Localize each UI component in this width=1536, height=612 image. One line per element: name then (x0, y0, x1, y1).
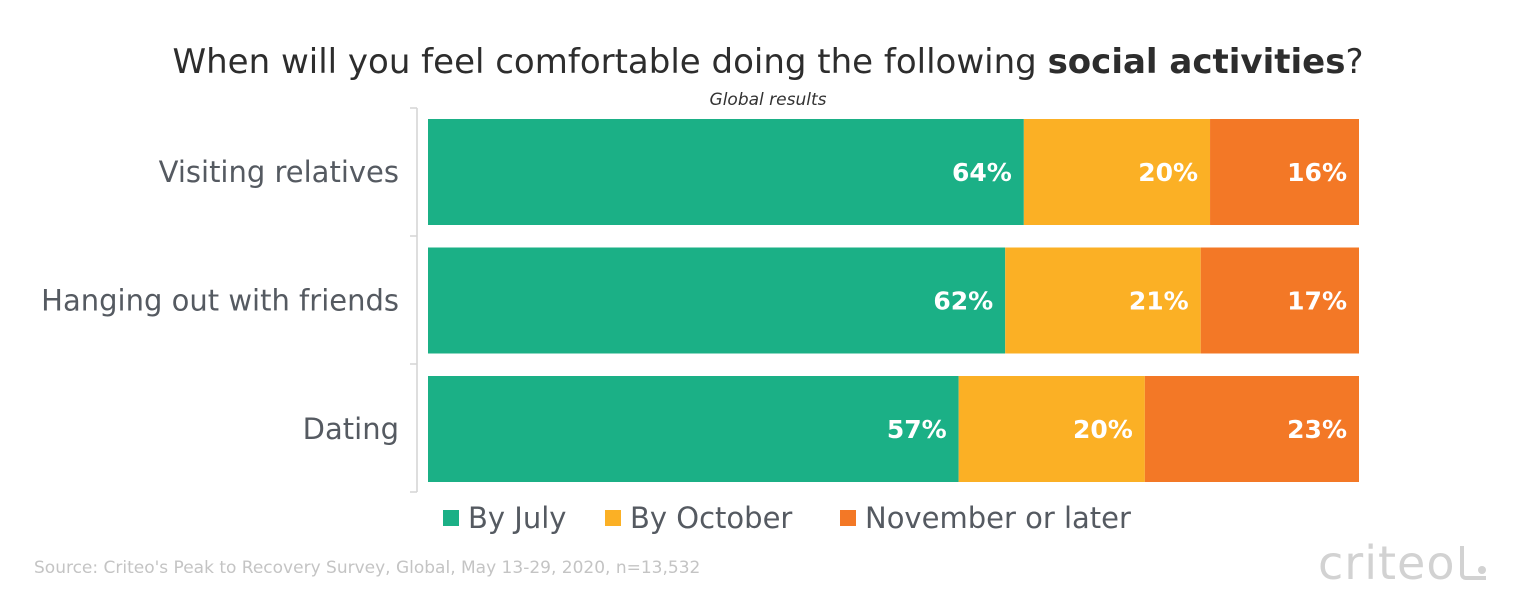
criteo-logo-mark (1460, 546, 1486, 580)
legend-label: By October (630, 501, 792, 535)
bar-segment (428, 376, 959, 482)
legend-swatch (840, 510, 856, 526)
bar-segment (1005, 247, 1201, 354)
legend-swatch (443, 510, 459, 526)
chart-title-bold: social activities (1047, 42, 1346, 82)
bar-segment (1144, 376, 1359, 482)
category-label: Dating (303, 412, 399, 446)
bar-segment (428, 119, 1024, 225)
data-label: 57% (887, 415, 947, 444)
data-label: 62% (933, 287, 993, 316)
data-labels-group: Visiting relatives 64% 20% 16% Hanging out w… (41, 155, 1347, 446)
legend-swatch (605, 510, 621, 526)
data-label: 23% (1287, 415, 1347, 444)
data-label: 16% (1287, 158, 1347, 187)
chart-title-suffix: ? (1345, 42, 1364, 82)
data-label: 20% (1138, 158, 1198, 187)
criteo-logo: criteo (1318, 536, 1456, 590)
bar-segment (958, 376, 1145, 482)
chart-title: When will you feel comfortable doing the… (0, 42, 1536, 82)
criteo-logo-dot (1478, 566, 1486, 574)
category-label: Hanging out with friends (41, 284, 399, 318)
bars-group (428, 119, 1359, 482)
data-label: 17% (1287, 287, 1347, 316)
bar-segment (428, 247, 1006, 354)
category-axis (410, 107, 418, 493)
chart-title-prefix: When will you feel comfortable doing the… (172, 42, 1048, 82)
source-note: Source: Criteo's Peak to Recovery Survey… (34, 558, 701, 578)
data-label: 20% (1073, 415, 1133, 444)
legend: By July By October November or later (443, 501, 1131, 535)
chart-subtitle: Global results (709, 90, 827, 110)
legend-label: By July (468, 501, 566, 535)
bar-segment (1210, 119, 1359, 225)
legend-label: November or later (865, 501, 1131, 535)
bar-segment (1023, 119, 1211, 225)
data-label: 64% (952, 158, 1012, 187)
bar-segment (1200, 247, 1359, 354)
data-label: 21% (1129, 287, 1189, 316)
category-label: Visiting relatives (159, 155, 399, 189)
